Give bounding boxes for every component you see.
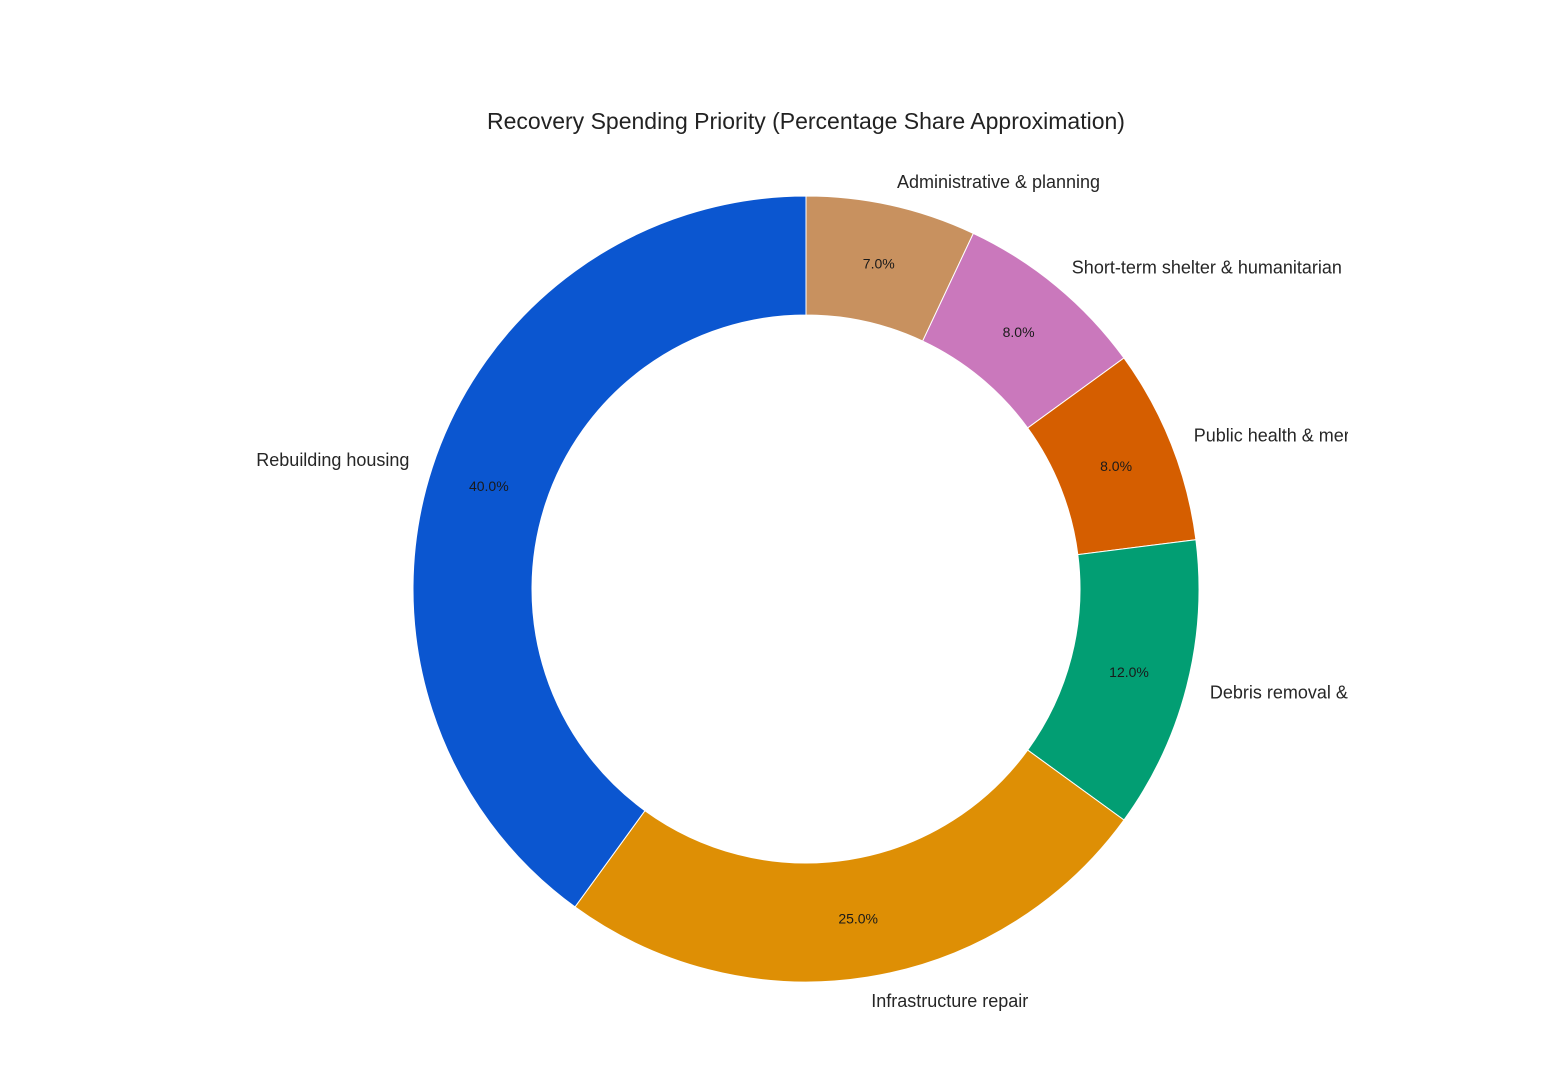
- slice-infrastructure-repair: [574, 749, 1125, 983]
- pct-label-debris-removal: 12.0%: [1109, 664, 1149, 680]
- slice-rebuilding-housing: [412, 195, 807, 908]
- chart-title: Recovery Spending Priority (Percentage S…: [487, 108, 1125, 134]
- cat-label-public-health-mer: Public health & mer: [1194, 425, 1350, 445]
- category-labels: Administrative & planning Short-term shel…: [256, 172, 1350, 1011]
- pct-label-infrastructure-repair: 25.0%: [838, 910, 878, 926]
- donut-slices: [412, 195, 1200, 983]
- cat-label-short-term-shelter-humanitarian: Short-term shelter & humanitarian: [1072, 258, 1342, 278]
- pct-label-public-health-mer: 8.0%: [1100, 458, 1132, 474]
- pct-label-rebuilding-housing: 40.0%: [469, 478, 509, 494]
- cat-label-debris-removal: Debris removal &: [1210, 683, 1348, 703]
- percentage-labels: 7.0% 8.0% 8.0% 12.0% 25.0% 40.0%: [469, 256, 1149, 927]
- cat-label-administrative-planning: Administrative & planning: [897, 172, 1100, 192]
- pct-label-short-term-shelter-humanitarian: 8.0%: [1003, 324, 1035, 340]
- pct-label-administrative-planning: 7.0%: [863, 256, 895, 272]
- cat-label-infrastructure-repair: Infrastructure repair: [871, 991, 1028, 1011]
- cat-label-rebuilding-housing: Rebuilding housing: [256, 450, 409, 470]
